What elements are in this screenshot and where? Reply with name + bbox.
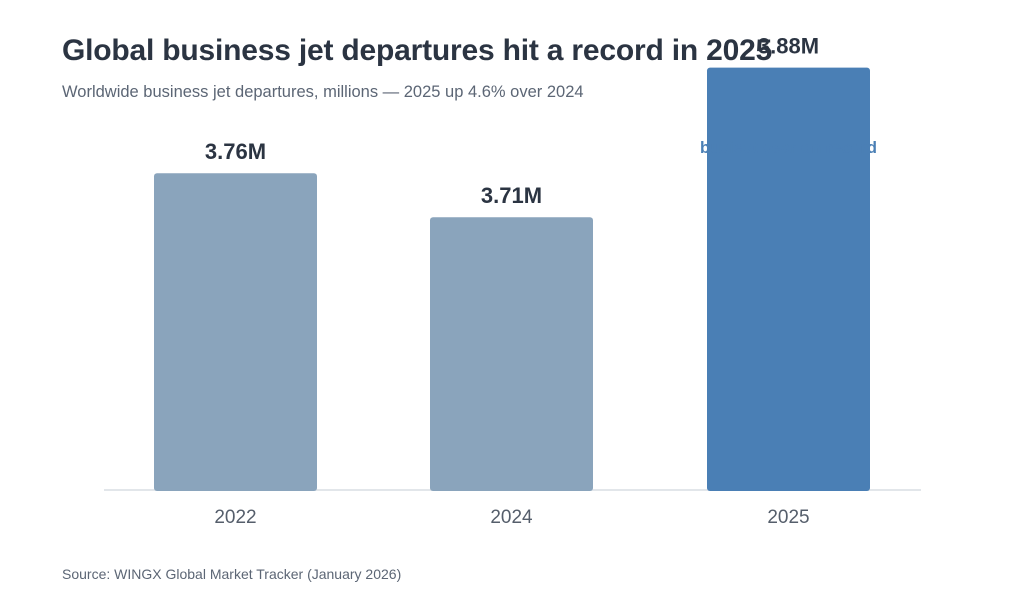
annotation-label: busiest year on record: [700, 139, 877, 157]
chart-source: Source: WINGX Global Market Tracker (Jan…: [62, 566, 402, 582]
bar-2022: [154, 173, 317, 491]
value-label-2024: 3.71M: [481, 183, 542, 208]
bar-chart: 3.76M 2022 3.71M 2024 3.88M 2025 busiest year …: [104, 34, 921, 528]
tick-label-2025: 2025: [767, 507, 809, 528]
chart-subtitle: Worldwide business jet departures, milli…: [62, 83, 584, 101]
bar-2024: [430, 217, 593, 491]
value-label-2025: 3.88M: [758, 34, 819, 59]
value-label-2022: 3.76M: [205, 139, 266, 164]
bar-2025: [707, 67, 870, 491]
tick-label-2024: 2024: [490, 507, 533, 528]
tick-label-2022: 2022: [214, 507, 256, 528]
chart-title: Global business jet departures hit a rec…: [62, 34, 773, 67]
